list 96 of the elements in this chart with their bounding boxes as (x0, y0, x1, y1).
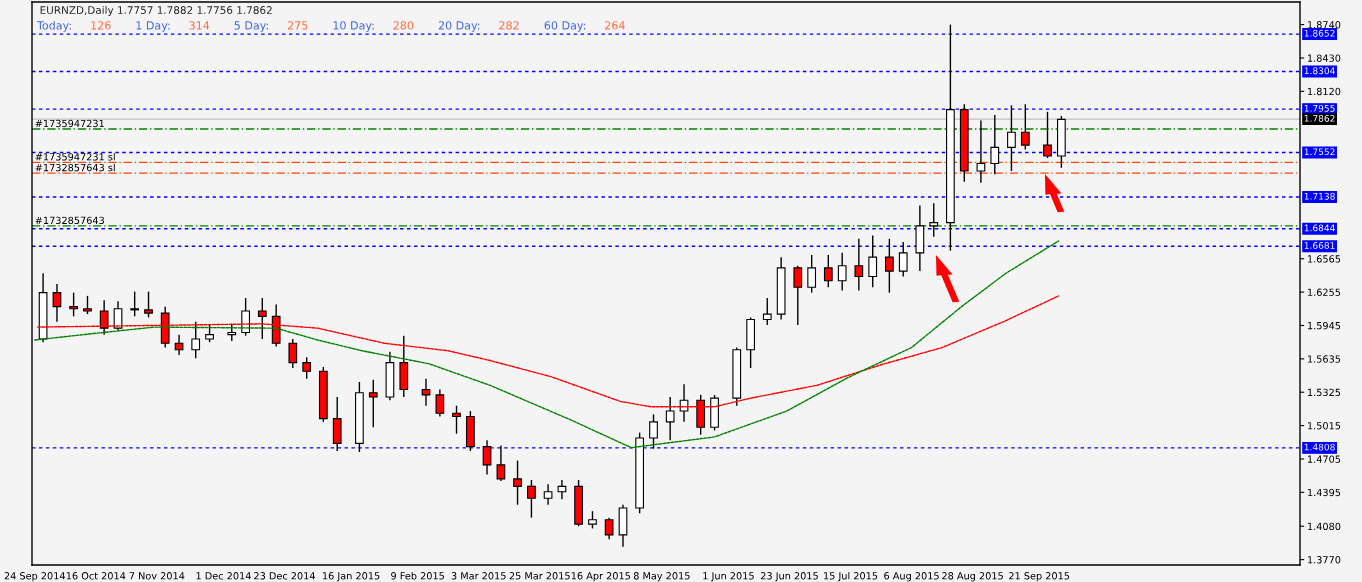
x-tick-label: 21 Sep 2015 (1009, 572, 1070, 582)
candlestick (288, 338, 298, 369)
candlestick (990, 114, 1000, 175)
x-tick-label: 28 Aug 2015 (942, 572, 1003, 582)
x-tick-label: 23 Jun 2015 (760, 572, 818, 582)
x-tick-label: 6 Aug 2015 (884, 572, 939, 582)
candlestick (527, 479, 536, 519)
y-tick-label: 1.4080 (1308, 522, 1341, 531)
candlestick (435, 388, 445, 418)
candlestick (837, 252, 847, 292)
x-tick-label: 8 May 2015 (633, 572, 690, 582)
candlestick (368, 379, 378, 428)
ref-line-label: 1.8652 (1304, 29, 1335, 37)
candlestick (884, 238, 894, 294)
ref-line-label: 1.4808 (1304, 443, 1335, 451)
annotation: Today: (36, 21, 71, 32)
candlestick (649, 413, 658, 450)
candlestick (1043, 111, 1052, 159)
candlestick (823, 254, 833, 288)
candlestick (929, 202, 939, 238)
y-tick-label: 1.4705 (1308, 455, 1341, 463)
ref-line-label: 1.7138 (1304, 192, 1335, 200)
y-tick-label: 1.4395 (1308, 488, 1341, 497)
candlestick (144, 290, 153, 319)
annotation: #1735947231 (35, 119, 104, 128)
candlestick (513, 459, 522, 506)
y-tick-label: 1.8430 (1308, 54, 1341, 62)
candlestick (793, 265, 803, 326)
candlestick (976, 119, 986, 184)
x-tick-label: 9 Feb 2015 (391, 571, 444, 580)
x-tick-label: 16 Apr 2015 (571, 572, 630, 582)
candlestick (52, 283, 62, 323)
y-tick-label: 1.6565 (1308, 255, 1341, 263)
ref-line-label: 1.8304 (1304, 67, 1335, 75)
annotation: 314 (189, 21, 210, 30)
candlestick (868, 234, 878, 288)
candlestick (543, 483, 553, 506)
annotation: 5 Day: (234, 21, 268, 32)
y-tick-label: 1.8120 (1308, 87, 1341, 96)
candlestick (604, 516, 614, 540)
x-tick-label: 7 Nov 2014 (129, 572, 185, 580)
candlestick (679, 383, 689, 423)
chart-title: EURNZD,Daily 1.7757 1.7882 1.7756 1.7862 (40, 5, 272, 17)
annotation: 282 (499, 21, 519, 30)
ref-line-label: 1.7862 (1304, 114, 1335, 122)
line-series (34, 240, 1060, 449)
candlestick (762, 297, 772, 326)
candlestick (302, 356, 312, 380)
candlestick (421, 378, 431, 407)
candlestick (174, 333, 184, 356)
annotation: 280 (393, 21, 414, 30)
candlestick (1007, 104, 1016, 172)
x-tick-label: 25 Mar 2015 (509, 572, 570, 580)
candlestick (1020, 103, 1030, 151)
y-tick-label: 1.5015 (1308, 422, 1341, 430)
ref-line-label: 1.6844 (1304, 224, 1335, 232)
y-tick-label: 1.3770 (1308, 556, 1341, 564)
annotation: 60 Day: (544, 21, 586, 32)
x-tick-label: 15 Jul 2015 (824, 571, 878, 582)
candlestick (557, 479, 567, 501)
ref-line-label: 1.7955 (1304, 104, 1335, 112)
x-tick-label: 16 Jan 2015 (323, 572, 380, 582)
candlestick (482, 439, 492, 476)
candlestick (854, 238, 864, 292)
candlestick (452, 404, 461, 435)
y-tick-label: 1.5635 (1308, 355, 1341, 363)
annotation: 1 Day: (136, 21, 170, 32)
annotation: 264 (605, 21, 625, 30)
y-tick-label: 1.5325 (1308, 388, 1341, 397)
candlestick (665, 396, 675, 441)
annotation: #1732857643 sl (35, 163, 115, 172)
candlestick (69, 291, 78, 318)
annotation: 275 (287, 21, 308, 30)
candlestick (130, 290, 140, 318)
annotation: 20 Day: (438, 21, 480, 32)
y-tick-label: 1.8740 (1308, 21, 1341, 29)
x-tick-label: 16 Oct 2014 (66, 572, 126, 580)
ref-line-label: 1.6681 (1304, 242, 1335, 249)
x-tick-label: 3 Mar 2015 (451, 572, 506, 580)
annotation: #1735947231 sl (35, 152, 115, 161)
x-tick-label: 23 Dec 2014 (254, 572, 315, 580)
ref-line-label: 1.7552 (1304, 148, 1335, 156)
annotation: #1732857643 (35, 216, 104, 225)
y-tick-label: 1.6255 (1308, 288, 1341, 296)
candlestick (83, 295, 92, 315)
candlestick (898, 241, 908, 278)
candlestick (191, 321, 201, 360)
annotation: 10 Day: (333, 21, 374, 32)
annotation: 126 (91, 21, 111, 30)
y-tick-label: 1.5945 (1308, 321, 1341, 330)
candlestick (807, 254, 817, 294)
x-tick-label: 1 Dec 2014 (196, 572, 251, 580)
x-tick-label: 24 Sep 2014 (4, 572, 66, 582)
candlestick (99, 299, 109, 336)
x-tick-label: 1 Jun 2015 (703, 572, 754, 582)
candlestick (496, 444, 506, 482)
